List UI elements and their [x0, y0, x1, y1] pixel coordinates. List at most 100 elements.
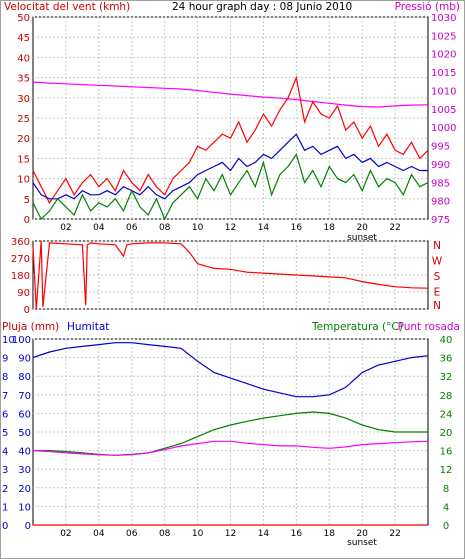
pressure-tick: 980 [431, 197, 450, 208]
rain-tick: 9 [2, 354, 8, 365]
wind-time-tick: 06 [126, 223, 138, 233]
pressure-tick: 995 [431, 142, 450, 153]
temperature-axis-label: Temperatura (°C) [311, 321, 403, 333]
rain-tick: 5 [2, 428, 8, 439]
climate-time-tick: 16 [291, 529, 303, 539]
climate-time-tick: 04 [93, 529, 105, 539]
compass-label: S [434, 271, 441, 283]
wind-speed-tick: 40 [17, 53, 30, 64]
rain-tick: 2 [2, 484, 8, 495]
wind-speed-tick: 5 [24, 195, 30, 206]
direction-degree-tick: 270 [11, 254, 30, 265]
direction-degree-tick: 0 [24, 305, 30, 316]
humidity-tick: 10 [18, 502, 31, 513]
wind-time-tick: 20 [356, 223, 368, 233]
pressure-tick: 985 [431, 178, 450, 189]
pressure-axis-label: Pressió (mb) [395, 1, 460, 13]
temperature-tick: 8 [443, 484, 449, 495]
wind-time-tick: 18 [324, 223, 336, 233]
wind-series-group [32, 75, 429, 221]
direction-grid [33, 240, 428, 310]
climate-series-line-0 [32, 342, 429, 398]
sunset-label-2: sunset [347, 538, 377, 548]
wind-axis-label: Velocitat del vent (kmh) [4, 1, 130, 13]
humidity-tick: 50 [18, 428, 31, 439]
temperature-tick: 0 [443, 521, 449, 532]
direction-degree-tick: 360 [11, 237, 30, 248]
pressure-tick: 1005 [431, 105, 456, 116]
wind-time-tick: 14 [258, 223, 270, 233]
wind-speed-tick: 25 [17, 114, 30, 125]
wind-speed-axis: 0 5 10 15 20 25 30 35 40 45 50 [17, 13, 30, 226]
rain-tick: 10 [2, 335, 15, 346]
sunset-label: sunset [347, 233, 377, 243]
pressure-tick: 1030 [431, 13, 456, 24]
compass-label: E [434, 287, 441, 299]
wind-time-tick: 22 [389, 223, 400, 233]
pressure-tick: 1010 [431, 86, 456, 97]
humidity-tick: 20 [18, 484, 31, 495]
rain-tick: 4 [2, 447, 8, 458]
direction-degree-tick: 180 [11, 271, 30, 282]
dew-point-label: Punt rosada [398, 321, 460, 333]
climate-series-line-2 [32, 440, 429, 456]
rain-tick: 3 [2, 465, 8, 476]
pressure-tick: 1000 [431, 123, 456, 134]
humidity-tick: 100 [12, 335, 31, 346]
rain-tick: 8 [2, 372, 8, 383]
humidity-tick: 80 [18, 372, 31, 383]
climate-time-tick: 18 [324, 529, 336, 539]
wind-series-line-1 [32, 75, 429, 204]
temperature-axis: 0 4 8 12 16 20 24 28 32 36 40 [440, 335, 453, 532]
wind-time-tick: 10 [192, 223, 204, 233]
compass-label: N [433, 300, 441, 312]
rain-axis-label: Pluja (mm) [2, 321, 59, 333]
wind-series-line-0 [32, 81, 429, 108]
pressure-tick: 1025 [431, 31, 456, 42]
direction-degree-tick: 90 [17, 288, 30, 299]
humidity-tick: 60 [18, 409, 31, 420]
temperature-tick: 28 [440, 391, 453, 402]
temperature-tick: 20 [440, 428, 453, 439]
temperature-tick: 32 [440, 372, 453, 383]
pressure-axis: 975 980 985 990 995 1000 1005 1010 1015 1020 1025 1… [431, 13, 456, 226]
climate-time-tick: 02 [60, 529, 71, 539]
climate-grid [33, 338, 428, 526]
wind-time-axis: 02 04 06 08 10 12 14 16 18 20 22 [60, 223, 401, 233]
wind-speed-tick: 15 [17, 154, 30, 165]
humidity-tick: 40 [18, 447, 31, 458]
rain-tick: 0 [2, 521, 8, 532]
wind-speed-tick: 45 [17, 33, 30, 44]
temperature-tick: 16 [440, 447, 453, 458]
wind-speed-tick: 35 [17, 74, 30, 85]
rain-tick: 7 [2, 391, 8, 402]
temperature-tick: 40 [440, 335, 453, 346]
temperature-tick: 4 [443, 502, 449, 513]
humidity-axis: 0 10 20 30 40 50 60 70 80 90 100 [12, 335, 31, 532]
wind-speed-tick: 50 [17, 13, 30, 24]
direction-degree-axis: 0 90 180 270 360 [11, 237, 30, 316]
compass-label: N [433, 240, 441, 252]
humidity-tick: 90 [18, 354, 31, 365]
pressure-tick: 990 [431, 160, 450, 171]
humidity-tick: 0 [25, 521, 31, 532]
climate-time-tick: 20 [356, 529, 368, 539]
wind-series-line-2 [32, 133, 428, 200]
wind-speed-tick: 10 [17, 175, 30, 186]
temperature-tick: 24 [440, 409, 453, 420]
climate-time-axis: 02 04 06 08 10 12 14 16 18 20 22 [60, 529, 401, 539]
wind-time-tick: 16 [291, 223, 303, 233]
rain-axis: 0 1 2 3 4 5 6 7 8 9 10 [2, 335, 15, 532]
humidity-tick: 30 [18, 465, 31, 476]
wind-time-tick: 02 [60, 223, 71, 233]
climate-series-group [32, 342, 429, 526]
climate-time-tick: 08 [159, 529, 171, 539]
pressure-tick: 975 [431, 215, 450, 226]
pressure-tick: 1020 [431, 50, 456, 61]
wind-time-tick: 08 [159, 223, 171, 233]
